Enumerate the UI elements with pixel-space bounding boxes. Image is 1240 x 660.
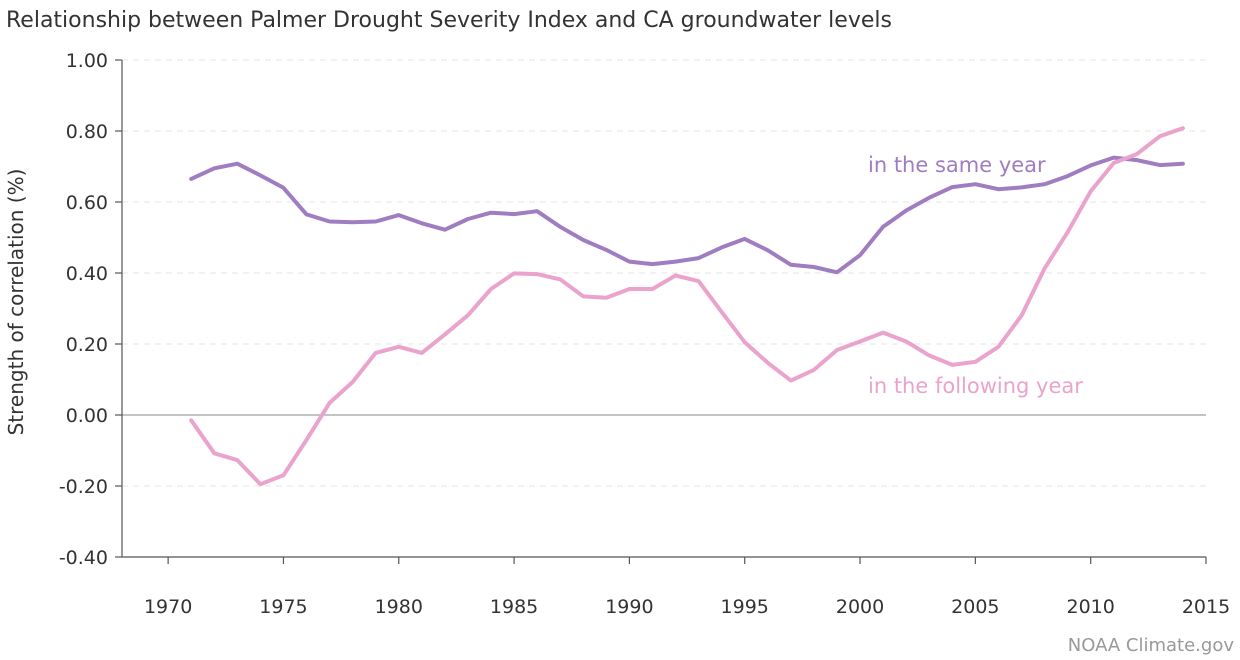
series-label-same-year: in the same year	[868, 153, 1046, 177]
x-tick-label: 1980	[375, 596, 423, 618]
x-tick-label: 1985	[490, 596, 538, 618]
y-tick-label: -0.40	[59, 547, 108, 569]
x-tick-label: 1970	[144, 596, 192, 618]
y-tick-label: 0.00	[66, 405, 108, 427]
x-tick-label: 2010	[1067, 596, 1115, 618]
x-tick-label: 2000	[836, 596, 884, 618]
x-tick-label: 1995	[721, 596, 769, 618]
series-line-following-year	[189, 126, 1185, 487]
y-axis-label: Strength of correlation (%)	[4, 169, 28, 436]
chart-title: Relationship between Palmer Drought Seve…	[6, 8, 892, 33]
x-tick-label: 2005	[951, 596, 999, 618]
series-lines	[189, 126, 1185, 487]
y-tick-label: 0.60	[66, 192, 108, 214]
y-tick-label: 1.00	[66, 50, 108, 72]
x-tick-label: 1990	[605, 596, 653, 618]
series-line-same-year	[189, 155, 1185, 275]
x-tick-label: 1975	[259, 596, 307, 618]
y-tick-label: -0.20	[59, 476, 108, 498]
x-tick-label: 2015	[1182, 596, 1230, 618]
tick-labels: 1.00 0.80 0.60 0.40 0.20 0.00 -0.20 -0.40 1970 19…	[59, 50, 1230, 618]
series-label-following-year: in the following year	[868, 374, 1083, 398]
y-tick-label: 0.20	[66, 334, 108, 356]
y-tick-label: 0.40	[66, 263, 108, 285]
grid-lines	[122, 59, 1206, 487]
credit-text: NOAA Climate.gov	[1068, 635, 1235, 656]
y-tick-label: 0.80	[66, 121, 108, 143]
axes	[115, 59, 1207, 564]
